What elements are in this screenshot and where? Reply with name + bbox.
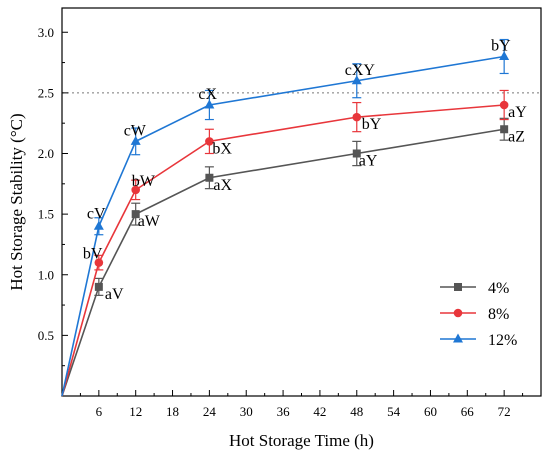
data-point — [500, 125, 509, 134]
x-tick-label: 72 — [498, 404, 511, 419]
point-label: aZ — [508, 128, 525, 145]
point-label: bW — [132, 173, 156, 190]
x-axis-title: Hot Storage Time (h) — [229, 431, 374, 450]
data-point — [130, 135, 141, 145]
y-tick-label: 2.0 — [38, 146, 54, 161]
x-tick-label: 30 — [240, 404, 253, 419]
legend-marker — [453, 308, 463, 318]
x-tick-label: 36 — [277, 404, 291, 419]
series-line — [61, 128, 505, 397]
data-point — [94, 258, 104, 267]
point-label: bY — [491, 38, 511, 55]
point-label: aV — [105, 286, 124, 303]
data-point — [499, 100, 509, 110]
y-tick-label: 1.0 — [38, 267, 54, 282]
x-tick-label: 6 — [96, 404, 103, 419]
data-point — [204, 99, 215, 109]
legend-label: 12% — [488, 332, 517, 349]
plot-frame — [61, 7, 542, 397]
series-line — [61, 55, 505, 397]
data-point — [351, 75, 362, 85]
legend-marker — [453, 333, 463, 343]
data-point — [352, 149, 361, 158]
data-point — [94, 282, 103, 291]
point-label: aX — [213, 177, 232, 194]
data-point — [205, 137, 214, 146]
y-tick-label: 2.5 — [38, 85, 54, 100]
x-tick-label: 66 — [461, 404, 475, 419]
y-tick-label: 3.0 — [38, 25, 54, 40]
point-label: cW — [124, 122, 147, 139]
point-label: bX — [212, 140, 232, 157]
point-label: bY — [362, 116, 382, 133]
point-label: aY — [359, 153, 378, 170]
x-tick-label: 42 — [313, 404, 326, 419]
point-label: cX — [198, 86, 217, 103]
y-tick-label: 1.5 — [38, 207, 54, 222]
y-tick-label: 0.5 — [38, 328, 54, 343]
x-tick-label: 12 — [129, 404, 142, 419]
point-label: cXY — [345, 62, 376, 79]
point-label: aW — [138, 213, 161, 230]
legend-label: 4% — [488, 280, 509, 297]
y-axis-title: Hot Storage Stability (°C) — [7, 113, 26, 290]
x-tick-label: 60 — [424, 404, 437, 419]
data-point — [131, 210, 140, 219]
data-point — [499, 51, 510, 60]
data-point — [131, 185, 140, 195]
legend-label: 8% — [488, 306, 509, 323]
x-tick-label: 48 — [350, 404, 363, 419]
point-label: bV — [83, 246, 103, 263]
data-point — [352, 112, 362, 122]
data-point — [205, 173, 214, 182]
point-label: cV — [87, 205, 106, 222]
series-line — [61, 104, 505, 397]
x-tick-label: 18 — [166, 404, 179, 419]
x-tick-label: 24 — [203, 404, 217, 419]
legend-marker — [454, 283, 462, 291]
x-tick-label: 54 — [387, 404, 401, 419]
point-label: aY — [508, 104, 527, 121]
data-point — [93, 220, 104, 230]
